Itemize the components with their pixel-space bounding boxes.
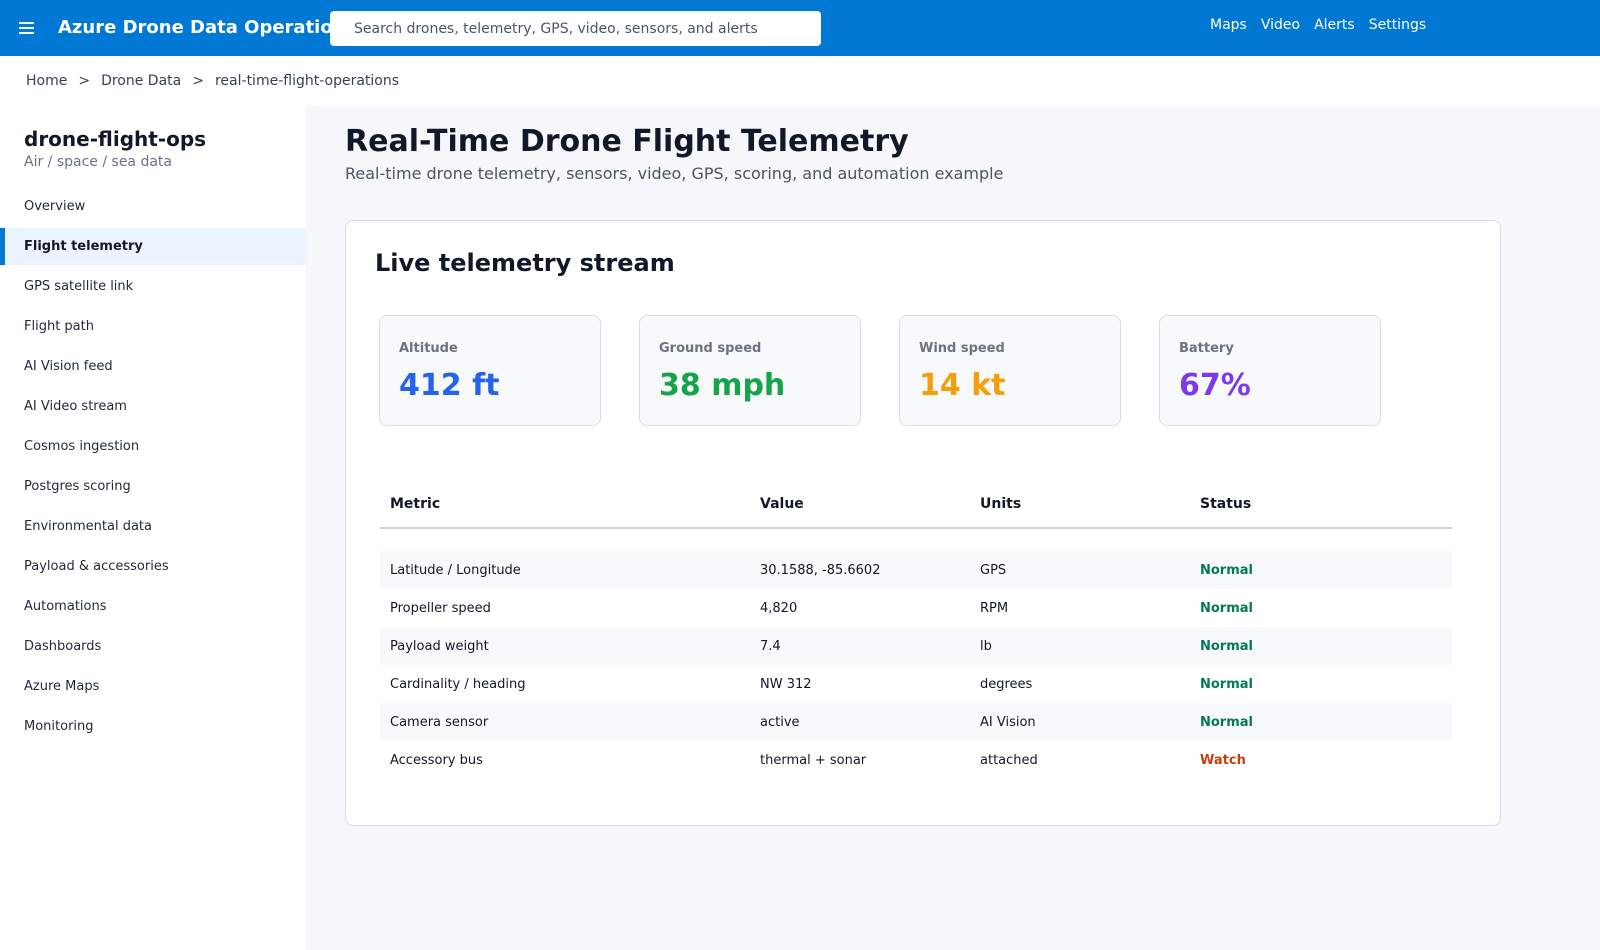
cell-metric: Propeller speed — [390, 600, 491, 616]
main-content: Real-Time Drone Flight Telemetry Real-ti… — [306, 106, 1600, 950]
app-title: Azure Drone Data Operations — [58, 17, 330, 38]
sidebar-item-azure-maps[interactable]: Azure Maps — [24, 679, 100, 694]
sidebar-item-cosmos-ingestion[interactable]: Cosmos ingestion — [24, 439, 140, 454]
column-header-value: Value — [750, 481, 970, 529]
sidebar-item-postgres-scoring[interactable]: Postgres scoring — [24, 479, 131, 494]
sidebar: drone-flight-ops Air / space / sea data … — [0, 106, 306, 950]
table-row: Accessory bus thermal + sonar attached Watc… — [380, 741, 1452, 779]
table-row: Payload weight 7.4 lb Normal — [380, 627, 1452, 665]
top-app-bar: Azure Drone Data Operations Maps Video A… — [0, 0, 1600, 56]
cell-metric: Camera sensor — [380, 703, 750, 741]
cell-metric: Cardinality / heading — [390, 676, 526, 692]
stat-value: 412 ft — [399, 368, 500, 403]
top-nav-alerts[interactable]: Alerts — [1314, 17, 1355, 33]
column-header-metric: Metric — [380, 481, 750, 529]
table-row: Cardinality / heading NW 312 degrees Normal — [380, 665, 1452, 703]
cell-value: NW 312 — [760, 676, 812, 692]
cell-units: attached — [980, 752, 1038, 768]
cell-value: 30.1588, -85.6602 — [750, 551, 970, 589]
sidebar-item-gps-satellite-link[interactable]: GPS satellite link — [24, 279, 134, 294]
stat-label: Battery — [1179, 341, 1234, 356]
cell-status: Watch — [1200, 752, 1246, 768]
cell-value: 4,820 — [760, 600, 798, 616]
cell-metric: Payload weight — [380, 627, 750, 665]
sidebar-item-flight-telemetry[interactable]: Flight telemetry — [0, 228, 306, 265]
search-box[interactable] — [330, 11, 821, 46]
cell-status: Normal — [1190, 627, 1452, 665]
workspace-description: Air / space / sea data — [24, 154, 172, 170]
stat-label: Altitude — [399, 341, 458, 356]
sidebar-item-payload-and-accessories[interactable]: Payload & accessories — [24, 559, 169, 574]
sidebar-item-automations[interactable]: Automations — [24, 599, 107, 614]
cell-status: Normal — [1200, 600, 1253, 616]
workspace-name: drone-flight-ops — [24, 127, 207, 151]
table-row: Camera sensor active AI Vision Normal — [380, 703, 1452, 741]
cell-units: RPM — [980, 600, 1009, 616]
breadcrumb-separator: > — [192, 73, 204, 89]
telemetry-card: Live telemetry stream Altitude 412 ft Gr… — [345, 220, 1501, 826]
stat-label: Wind speed — [919, 341, 1005, 356]
breadcrumb-home[interactable]: Home — [26, 73, 68, 89]
breadcrumb-current: real-time-flight-operations — [214, 73, 400, 89]
cell-status: Normal — [1190, 703, 1452, 741]
stat-card-ground-speed: Ground speed 38 mph — [639, 315, 861, 426]
cell-value: active — [750, 703, 970, 741]
card-title: Live telemetry stream — [375, 249, 675, 277]
stat-card-altitude: Altitude 412 ft — [379, 315, 601, 426]
cell-units: lb — [970, 627, 1190, 665]
hamburger-menu-icon[interactable] — [17, 16, 37, 40]
top-nav: Maps Video Alerts Settings — [1210, 16, 1426, 34]
table-row: Propeller speed 4,820 RPM Normal — [380, 589, 1452, 627]
search-input[interactable] — [330, 11, 821, 46]
cell-units: degrees — [980, 676, 1033, 692]
table-header-row: Metric Value Units Status — [380, 481, 1452, 529]
stat-value: 38 mph — [659, 368, 786, 403]
cell-units: AI Vision — [970, 703, 1190, 741]
column-header-status: Status — [1190, 481, 1452, 529]
stat-card-battery: Battery 67% — [1159, 315, 1381, 426]
stat-value: 14 kt — [919, 368, 1006, 403]
breadcrumb: Home > Drone Data > real-time-flight-ope… — [26, 73, 399, 89]
telemetry-table: Metric Value Units Status Latitude / Lon… — [380, 481, 1452, 779]
stat-label: Ground speed — [659, 341, 762, 356]
table-spacer — [380, 528, 1452, 551]
top-nav-settings[interactable]: Settings — [1368, 17, 1427, 33]
sidebar-item-flight-path[interactable]: Flight path — [24, 319, 94, 334]
sidebar-nav: Overview Flight telemetry GPS satellite li… — [0, 188, 306, 748]
cell-status: Normal — [1190, 551, 1452, 589]
sidebar-item-ai-video-stream[interactable]: AI Video stream — [24, 399, 127, 414]
stat-card-wind-speed: Wind speed 14 kt — [899, 315, 1121, 426]
stat-value: 67% — [1179, 368, 1251, 403]
table-row: Latitude / Longitude 30.1588, -85.6602 GPS… — [380, 551, 1452, 589]
sidebar-item-monitoring[interactable]: Monitoring — [24, 719, 94, 734]
page-subtitle: Real-time drone telemetry, sensors, vide… — [345, 164, 1004, 183]
table-body: Latitude / Longitude 30.1588, -85.6602 GPS… — [380, 528, 1452, 779]
cell-value: thermal + sonar — [760, 752, 867, 768]
top-nav-maps[interactable]: Maps — [1210, 17, 1247, 33]
cell-status: Normal — [1200, 676, 1253, 692]
breadcrumb-drone-data[interactable]: Drone Data — [101, 73, 182, 89]
column-header-units: Units — [970, 481, 1190, 529]
cell-units: GPS — [970, 551, 1190, 589]
cell-metric: Accessory bus — [390, 752, 483, 768]
sidebar-item-overview[interactable]: Overview — [24, 199, 86, 214]
sidebar-item-environmental-data[interactable]: Environmental data — [24, 519, 153, 534]
breadcrumb-separator: > — [78, 73, 91, 89]
cell-metric: Latitude / Longitude — [380, 551, 750, 589]
page-title: Real-Time Drone Flight Telemetry — [345, 124, 909, 159]
sidebar-item-dashboards[interactable]: Dashboards — [24, 639, 102, 654]
top-nav-video[interactable]: Video — [1260, 17, 1301, 33]
cell-value: 7.4 — [750, 627, 970, 665]
sidebar-item-ai-vision-feed[interactable]: AI Vision feed — [24, 359, 113, 374]
